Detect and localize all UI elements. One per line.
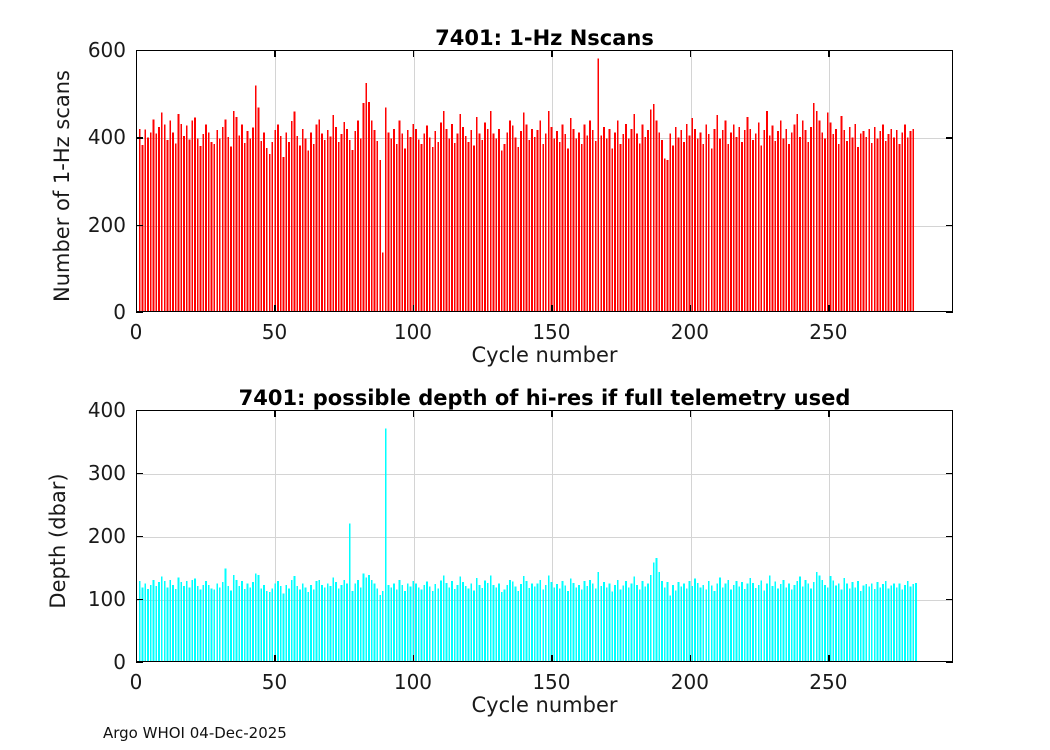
- gridline-horizontal: [137, 537, 952, 538]
- x-tick-label: 200: [670, 320, 709, 344]
- gridline-vertical: [413, 51, 415, 311]
- gridline-vertical: [690, 51, 692, 311]
- y-tick-left: [136, 410, 143, 412]
- x-tick-bottom: [828, 655, 830, 662]
- x-axis-title-depth: Cycle number: [471, 693, 618, 717]
- x-tick-bottom: [136, 655, 138, 662]
- x-tick-label: 100: [393, 320, 433, 344]
- y-tick-label: 0: [113, 650, 126, 674]
- y-tick-left: [136, 599, 143, 601]
- x-tick-bottom: [274, 655, 276, 662]
- gridline-vertical: [413, 411, 415, 661]
- y-tick-label: 200: [87, 212, 126, 237]
- bar-path: [138, 58, 915, 311]
- y-tick-right: [946, 410, 953, 412]
- y-tick-right: [946, 599, 953, 601]
- x-tick-top: [412, 410, 415, 417]
- x-tick-label: 50: [261, 670, 288, 694]
- chart-panel-nscans: [136, 50, 953, 314]
- footer-credit: Argo WHOI 04-Dec-2025: [103, 724, 287, 742]
- plot-area-nscans: [136, 50, 953, 312]
- x-tick-label: 200: [670, 670, 709, 694]
- y-tick-label: 600: [87, 38, 126, 62]
- x-tick-top: [136, 410, 138, 417]
- x-tick-label: 100: [393, 670, 433, 694]
- gridline-horizontal: [137, 600, 952, 601]
- y-tick-right: [946, 662, 953, 664]
- x-tick-bottom: [689, 655, 692, 662]
- x-tick-top: [551, 50, 553, 57]
- y-tick-left: [136, 473, 143, 475]
- bar-series-nscans: [138, 58, 915, 311]
- x-tick-bottom: [828, 305, 830, 312]
- x-tick-top: [274, 50, 276, 57]
- y-tick-left: [136, 137, 143, 139]
- x-tick-label: 250: [809, 670, 848, 694]
- y-tick-label: 300: [87, 461, 126, 485]
- y-tick-left: [136, 662, 143, 664]
- bar-path: [138, 428, 917, 661]
- x-tick-top: [274, 410, 276, 417]
- x-tick-bottom: [136, 305, 138, 312]
- x-tick-label: 150: [532, 320, 571, 344]
- x-tick-bottom: [551, 655, 553, 662]
- chart-panel-depth: [136, 410, 953, 664]
- y-tick-left: [136, 312, 143, 314]
- x-tick-top: [689, 410, 692, 417]
- x-tick-label: 250: [809, 320, 848, 344]
- x-tick-label: 0: [129, 320, 143, 344]
- bar-series-depth: [138, 428, 917, 661]
- x-axis-title-nscans: Cycle number: [471, 343, 618, 367]
- y-tick-left: [136, 536, 143, 538]
- y-tick-right: [946, 312, 953, 314]
- gridline-vertical: [829, 411, 831, 661]
- x-tick-label: 0: [129, 670, 143, 694]
- x-tick-top: [551, 410, 553, 417]
- y-tick-left: [136, 50, 143, 52]
- y-tick-label: 400: [87, 398, 126, 422]
- x-tick-top: [828, 410, 830, 417]
- x-tick-top: [412, 50, 415, 57]
- y-tick-label: 0: [113, 300, 126, 324]
- x-tick-top: [689, 50, 692, 57]
- x-tick-top: [136, 50, 138, 57]
- chart-title-depth: 7401: possible depth of hi-res if full t…: [238, 386, 851, 410]
- gridline-vertical: [275, 411, 277, 661]
- x-tick-bottom: [412, 305, 415, 312]
- y-tick-right: [946, 473, 953, 475]
- gridline-horizontal: [137, 225, 952, 227]
- chart-title-nscans: 7401: 1-Hz Nscans: [435, 26, 654, 50]
- y-tick-label: 400: [87, 125, 126, 150]
- gridline-vertical: [552, 411, 554, 661]
- y-tick-label: 100: [87, 587, 126, 611]
- gridline-vertical: [552, 51, 554, 311]
- gridline-vertical: [690, 411, 692, 661]
- x-tick-label: 150: [532, 670, 571, 694]
- y-tick-right: [946, 50, 953, 52]
- x-tick-bottom: [689, 305, 692, 312]
- plot-area-depth: [136, 410, 953, 662]
- x-tick-bottom: [412, 655, 415, 662]
- y-tick-right: [946, 224, 953, 226]
- x-tick-label: 50: [261, 320, 288, 344]
- y-tick-right: [946, 137, 953, 139]
- y-axis-title-nscans: Number of 1-Hz scans: [50, 70, 74, 302]
- y-tick-left: [136, 224, 143, 226]
- y-tick-label: 200: [87, 524, 126, 548]
- y-tick-right: [946, 536, 953, 538]
- x-tick-bottom: [551, 305, 553, 312]
- x-tick-bottom: [274, 305, 276, 312]
- gridline-horizontal: [137, 138, 952, 140]
- x-tick-top: [828, 50, 830, 57]
- gridline-horizontal: [137, 474, 952, 475]
